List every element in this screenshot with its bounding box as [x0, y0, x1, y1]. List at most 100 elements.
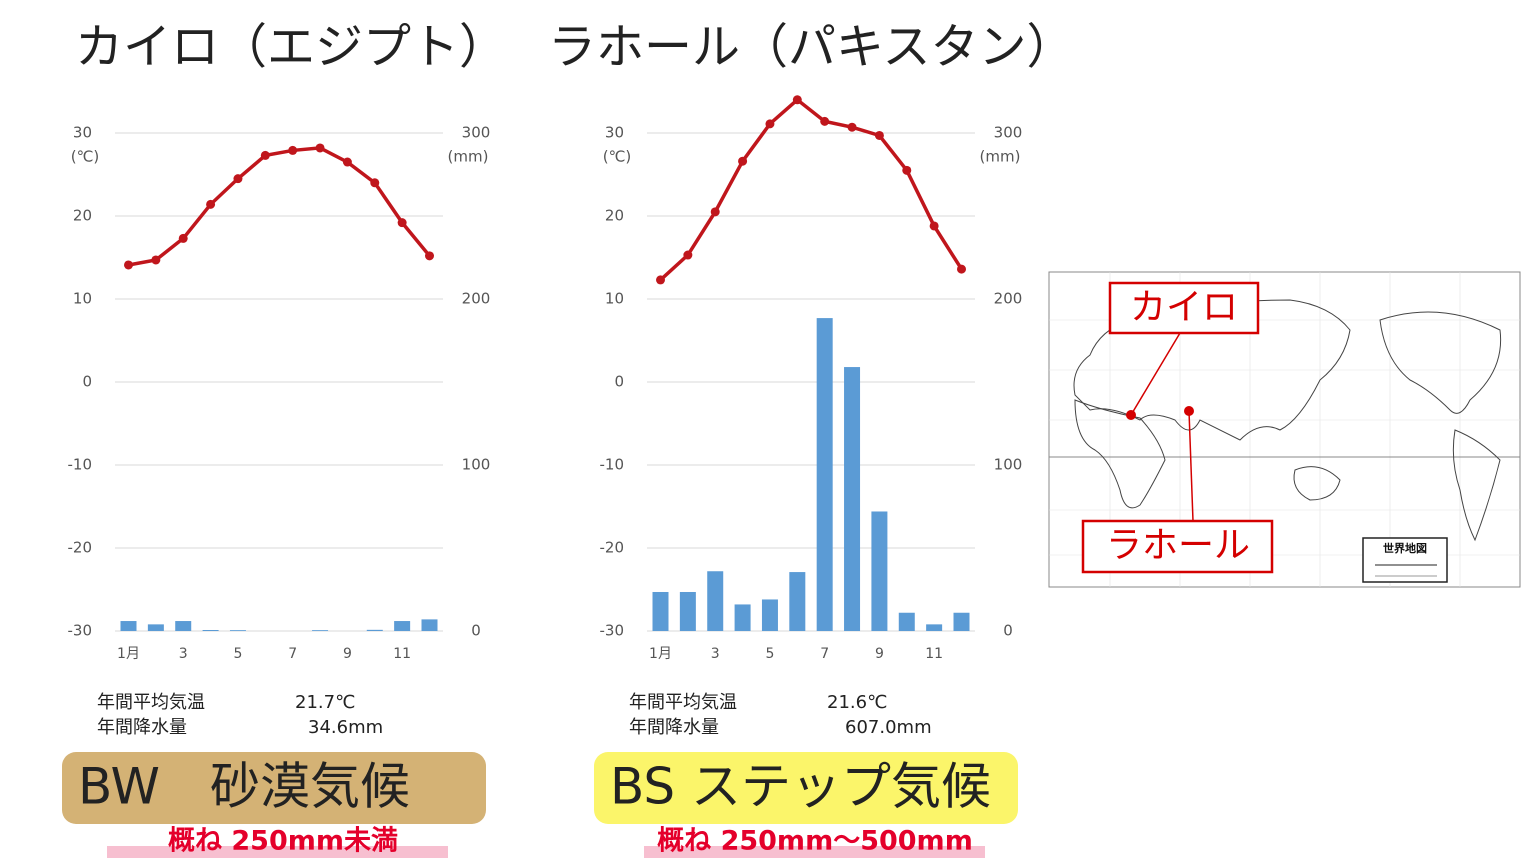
- note-underline: [107, 846, 448, 858]
- temperature-point: [124, 260, 133, 270]
- stat-label: 年間降水量: [629, 717, 719, 738]
- bar: [953, 612, 970, 631]
- bar: [175, 621, 192, 631]
- temperature-point: [370, 178, 380, 188]
- temperature-line: [659, 97, 963, 282]
- temperature-point: [233, 174, 243, 184]
- bar: [421, 619, 438, 631]
- y2-tick-label: 0: [1003, 622, 1013, 640]
- bar: [707, 571, 724, 631]
- y-tick-label: 20: [605, 207, 624, 225]
- note: 概ね 250mm未満: [168, 826, 398, 857]
- y-tick-label: -20: [600, 539, 625, 557]
- climate-box: [594, 752, 1018, 824]
- y2-tick-label: 300: [994, 124, 1023, 142]
- bar: [120, 621, 137, 631]
- y2-tick-label: 0: [471, 622, 481, 640]
- bar: [871, 511, 888, 631]
- y-unit: (℃): [603, 148, 632, 166]
- bar: [761, 599, 778, 631]
- note-underline: [644, 846, 985, 858]
- map-legend-title: 世界地図: [1383, 541, 1427, 555]
- x-tick-label: 5: [765, 646, 774, 662]
- y-tick-label: -30: [600, 622, 625, 640]
- y-tick-label: -30: [68, 622, 93, 640]
- x-tick-label: 9: [343, 646, 352, 662]
- y-tick-label: -10: [600, 456, 625, 474]
- stat-value: 607.0mm: [845, 717, 932, 738]
- climate-label: BW 砂漠気候: [78, 758, 410, 816]
- x-tick-label: 1月: [649, 646, 672, 662]
- stat-value: 34.6mm: [308, 717, 383, 738]
- x-tick-label: 11: [393, 646, 411, 662]
- stat-value: 21.7℃: [295, 692, 355, 713]
- temperature-point: [929, 221, 939, 231]
- temperature-point: [315, 143, 325, 153]
- bar: [366, 629, 383, 631]
- y2-unit: (mm): [980, 148, 1021, 166]
- note: 概ね 250mm～500mm: [657, 826, 973, 857]
- x-tick-label: 3: [711, 646, 720, 662]
- bar: [312, 630, 329, 631]
- temperature-point: [765, 119, 775, 129]
- chart-title: ラホール（パキスタン）: [548, 19, 1075, 75]
- climate-label: BS ステップ気候: [610, 758, 991, 816]
- y2-tick-label: 200: [462, 290, 491, 308]
- bar: [898, 612, 915, 631]
- stat-label: 年間平均気温: [629, 692, 737, 713]
- cairo-dot: [1126, 410, 1136, 420]
- bar: [844, 367, 861, 631]
- bar: [926, 624, 943, 631]
- y-tick-label: 0: [614, 373, 624, 391]
- bar: [789, 572, 806, 631]
- stat-label: 年間平均気温: [97, 692, 205, 713]
- temperature-point: [151, 255, 161, 265]
- y-tick-label: 20: [73, 207, 92, 225]
- y2-unit: (mm): [448, 148, 489, 166]
- y2-tick-label: 100: [462, 456, 491, 474]
- temperature-line: [128, 146, 431, 267]
- y-tick-label: 0: [82, 373, 92, 391]
- bar: [229, 630, 246, 631]
- y-tick-label: 30: [73, 124, 92, 142]
- bar: [679, 591, 696, 631]
- chart-title: カイロ（エジプト）: [75, 19, 507, 75]
- x-tick-label: 5: [233, 646, 242, 662]
- y-tick-label: 30: [605, 124, 624, 142]
- stat-value: 21.6℃: [827, 692, 887, 713]
- world-map: カイロ ラホール 世界地図: [1048, 271, 1521, 588]
- y-tick-label: -20: [68, 539, 93, 557]
- map-label: カイロ: [1130, 287, 1238, 328]
- temperature-point: [206, 199, 216, 209]
- temperature-point: [738, 156, 748, 166]
- bar: [652, 591, 669, 631]
- temperature-point: [397, 218, 407, 228]
- map-label: ラホール: [1106, 525, 1250, 566]
- temperature-point: [260, 150, 270, 160]
- temperature-point: [425, 251, 434, 261]
- temperature-point: [957, 264, 966, 274]
- bar: [394, 621, 411, 631]
- y-tick-label: 10: [73, 290, 92, 308]
- temperature-point: [683, 250, 693, 260]
- temperature-point: [847, 122, 857, 132]
- x-tick-label: 3: [179, 646, 188, 662]
- bar: [816, 318, 833, 631]
- bar: [734, 604, 751, 631]
- temperature-point: [820, 116, 830, 126]
- y-unit: (℃): [71, 148, 100, 166]
- x-tick-label: 9: [875, 646, 884, 662]
- temperature-point: [656, 275, 665, 285]
- lahore-dot: [1184, 406, 1194, 416]
- climate-box: [62, 752, 486, 824]
- y-tick-label: -10: [68, 456, 93, 474]
- x-tick-label: 11: [925, 646, 943, 662]
- bar: [147, 624, 164, 631]
- temperature-point: [902, 165, 912, 175]
- y-tick-label: 10: [605, 290, 624, 308]
- x-tick-label: 7: [820, 646, 829, 662]
- temperature-point: [792, 95, 802, 105]
- temperature-point: [874, 130, 884, 140]
- y2-tick-label: 200: [994, 290, 1023, 308]
